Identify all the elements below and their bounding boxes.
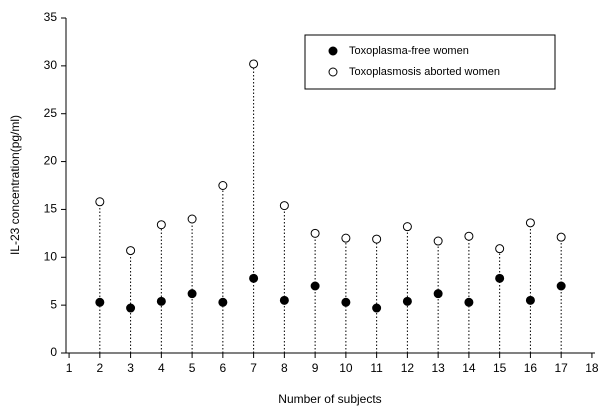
point — [495, 244, 505, 254]
x-tick-label: 16 — [524, 361, 538, 375]
x-tick-label: 10 — [339, 361, 353, 375]
y-tick-label: 0 — [50, 345, 57, 359]
point — [156, 296, 166, 306]
y-tick-label: 10 — [44, 249, 58, 263]
x-axis-label: Number of subjects — [278, 392, 381, 406]
x-tick-label: 18 — [585, 361, 599, 375]
point — [187, 214, 197, 224]
x-tick-label: 17 — [554, 361, 568, 375]
legend-box — [304, 34, 556, 90]
y-tick-label: 20 — [44, 154, 58, 168]
point — [525, 218, 535, 228]
point — [372, 234, 382, 244]
point — [495, 273, 505, 283]
point — [218, 181, 228, 190]
point — [372, 303, 382, 313]
point — [341, 233, 351, 243]
y-tick-label: 35 — [44, 10, 58, 24]
y-axis-label: IL-23 concentration(pg/ml) — [8, 115, 22, 255]
legend-marker — [328, 67, 338, 77]
x-tick-label: 13 — [431, 361, 445, 375]
x-tick-label: 4 — [158, 361, 165, 375]
point — [249, 273, 259, 283]
point — [95, 197, 105, 207]
x-tick-label: 3 — [127, 361, 134, 375]
point — [525, 295, 535, 305]
x-tick-label: 15 — [493, 361, 507, 375]
point — [433, 289, 443, 299]
point — [402, 296, 412, 306]
x-tick-label: 7 — [250, 361, 257, 375]
x-tick-label: 14 — [462, 361, 476, 375]
point — [126, 246, 136, 256]
point — [126, 303, 136, 313]
x-tick-label: 9 — [312, 361, 319, 375]
point — [464, 297, 474, 307]
x-tick-label: 11 — [370, 361, 383, 375]
x-tick-label: 8 — [281, 361, 288, 375]
point — [249, 59, 259, 69]
x-tick-label: 2 — [96, 361, 103, 375]
y-tick-label: 25 — [44, 106, 58, 120]
y-tick-label: 30 — [44, 58, 58, 72]
point — [402, 222, 412, 232]
x-tick-label: 12 — [401, 361, 415, 375]
point — [279, 295, 289, 305]
x-tick-label: 6 — [220, 361, 227, 375]
x-tick-label: 1 — [66, 361, 73, 375]
point — [95, 297, 105, 307]
x-tick-label: 5 — [189, 361, 196, 375]
point — [187, 289, 197, 299]
point — [218, 297, 228, 307]
point — [433, 236, 443, 246]
point — [310, 228, 320, 238]
legend-label: Toxoplasma-free women — [349, 45, 469, 57]
y-tick-label: 5 — [50, 297, 57, 311]
legend-label: Toxoplasmosis aborted women — [349, 66, 500, 78]
y-tick-label: 15 — [44, 202, 58, 216]
point — [156, 220, 166, 230]
legend-marker — [328, 46, 338, 56]
point — [464, 231, 474, 241]
point — [556, 281, 566, 291]
point — [279, 201, 289, 211]
point — [556, 232, 566, 242]
point — [310, 281, 320, 291]
point — [341, 297, 351, 307]
